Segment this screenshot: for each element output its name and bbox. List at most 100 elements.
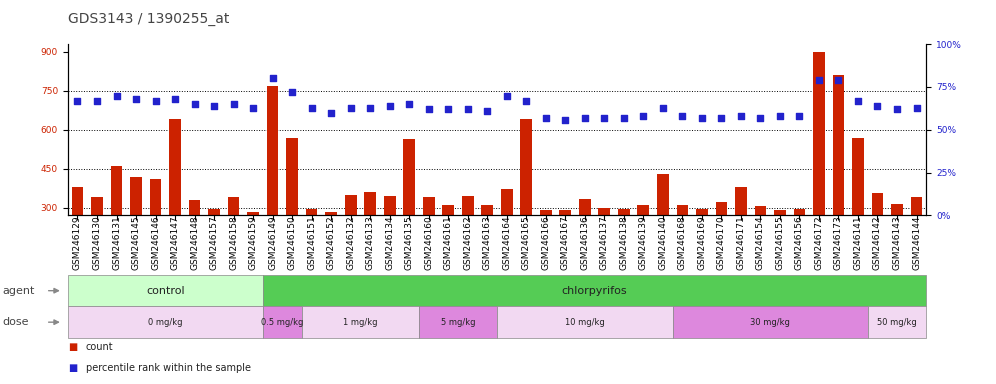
Text: GSM246155: GSM246155 [776, 215, 785, 270]
Text: GSM246156: GSM246156 [795, 215, 804, 270]
Bar [111, 166, 123, 285]
Bar [326, 212, 337, 285]
Text: GSM246173: GSM246173 [834, 215, 843, 270]
Point [792, 113, 808, 119]
Text: GSM246166: GSM246166 [541, 215, 550, 270]
Point [265, 75, 281, 81]
Bar [208, 209, 220, 285]
Bar [540, 210, 552, 285]
Point [460, 106, 476, 112]
Bar [735, 187, 747, 285]
Text: GSM246140: GSM246140 [658, 215, 667, 270]
Point [655, 104, 671, 111]
Point [186, 101, 202, 107]
Text: GSM246164: GSM246164 [502, 215, 511, 270]
Bar [267, 86, 279, 285]
Text: GSM246161: GSM246161 [444, 215, 453, 270]
Text: GDS3143 / 1390255_at: GDS3143 / 1390255_at [68, 12, 229, 25]
Text: 50 mg/kg: 50 mg/kg [877, 318, 917, 327]
Point [89, 98, 105, 104]
Point [420, 106, 436, 112]
Bar [715, 202, 727, 285]
Text: GSM246131: GSM246131 [112, 215, 121, 270]
Text: GSM246152: GSM246152 [327, 215, 336, 270]
Bar [599, 208, 611, 285]
Point [772, 113, 788, 119]
Text: chlorpyrifos: chlorpyrifos [562, 286, 627, 296]
Text: GSM246172: GSM246172 [815, 215, 824, 270]
Bar [169, 119, 181, 285]
Bar [442, 205, 454, 285]
Text: GSM246145: GSM246145 [131, 215, 140, 270]
Bar [853, 137, 864, 285]
Point [128, 96, 144, 102]
Bar [813, 52, 825, 285]
Point [616, 115, 631, 121]
Text: GSM246151: GSM246151 [307, 215, 316, 270]
Point [245, 104, 261, 111]
Point [694, 115, 710, 121]
Text: count: count [86, 342, 114, 352]
Point [167, 96, 183, 102]
Bar [774, 210, 786, 285]
Bar [910, 197, 922, 285]
Point [401, 101, 417, 107]
Text: dose: dose [2, 317, 29, 327]
Bar [383, 196, 395, 285]
Bar [794, 209, 806, 285]
Text: 5 mg/kg: 5 mg/kg [440, 318, 475, 327]
Point [226, 101, 242, 107]
Point [733, 113, 749, 119]
Point [284, 89, 300, 95]
Text: GSM246158: GSM246158 [229, 215, 238, 270]
Bar [149, 179, 161, 285]
Text: GSM246149: GSM246149 [268, 215, 277, 270]
Text: GSM246157: GSM246157 [209, 215, 218, 270]
Bar [228, 197, 239, 285]
Text: GSM246138: GSM246138 [620, 215, 628, 270]
Bar [501, 189, 513, 285]
Bar [345, 195, 357, 285]
Text: GSM246148: GSM246148 [190, 215, 199, 270]
Bar [676, 205, 688, 285]
Point [499, 93, 515, 99]
Bar [286, 137, 298, 285]
Point [870, 103, 885, 109]
Text: GSM246144: GSM246144 [912, 215, 921, 270]
Bar [755, 206, 766, 285]
Text: 30 mg/kg: 30 mg/kg [750, 318, 790, 327]
Point [850, 98, 866, 104]
Text: GSM246171: GSM246171 [736, 215, 745, 270]
Point [831, 77, 847, 83]
Bar [579, 199, 591, 285]
Point [558, 116, 574, 122]
Bar [423, 197, 434, 285]
Bar [92, 197, 103, 285]
Bar [618, 209, 629, 285]
Text: ■: ■ [68, 363, 77, 373]
Text: percentile rank within the sample: percentile rank within the sample [86, 363, 251, 373]
Point [363, 104, 378, 111]
Point [518, 98, 534, 104]
Text: GSM246170: GSM246170 [717, 215, 726, 270]
Text: GSM246141: GSM246141 [854, 215, 863, 270]
Text: GSM246142: GSM246142 [873, 215, 882, 270]
Text: 0.5 mg/kg: 0.5 mg/kg [261, 318, 304, 327]
Bar [403, 139, 415, 285]
Bar [462, 196, 473, 285]
Bar [696, 209, 708, 285]
Text: 1 mg/kg: 1 mg/kg [344, 318, 377, 327]
Text: agent: agent [2, 286, 35, 296]
Bar [560, 210, 571, 285]
Point [70, 98, 86, 104]
Point [440, 106, 456, 112]
Text: GSM246130: GSM246130 [93, 215, 102, 270]
Bar [130, 177, 141, 285]
Bar [247, 212, 259, 285]
Point [343, 104, 359, 111]
Text: GSM246135: GSM246135 [404, 215, 413, 270]
Text: GSM246165: GSM246165 [522, 215, 531, 270]
Bar [481, 205, 493, 285]
Text: GSM246167: GSM246167 [561, 215, 570, 270]
Text: 0 mg/kg: 0 mg/kg [148, 318, 182, 327]
